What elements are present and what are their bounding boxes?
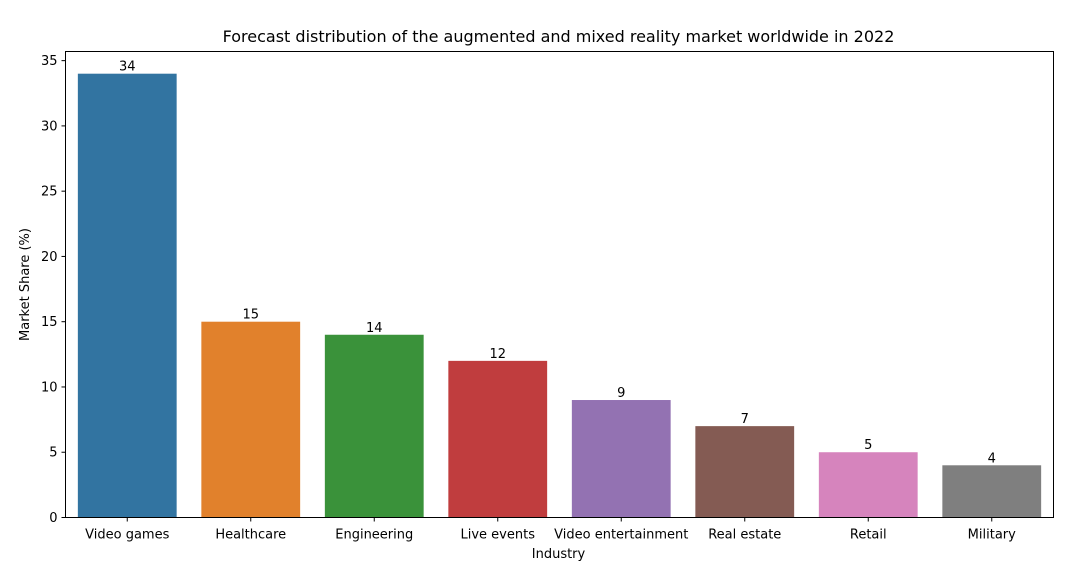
x-tick-label: Engineering [335, 528, 413, 543]
plot-area: 34 15 14 12 9 7 5 4 [77, 60, 1042, 518]
data-label: 7 [741, 412, 749, 427]
y-tick-label: 15 [41, 315, 58, 330]
y-tick-label: 30 [41, 119, 58, 134]
y-axis-label: Market Share (%) [18, 228, 33, 341]
y-tick-label: 5 [49, 446, 57, 461]
data-label: 12 [489, 347, 506, 362]
bar [324, 334, 424, 518]
plot-frame [65, 51, 1054, 518]
data-label: 4 [988, 451, 996, 466]
data-label: 14 [366, 321, 383, 336]
bar [448, 360, 548, 518]
y-tick-label: 0 [49, 511, 57, 526]
y-axis: 0 5 10 15 20 25 30 35 [41, 54, 66, 526]
x-tick-label: Military [968, 528, 1016, 543]
x-tick-label: Real estate [708, 528, 781, 543]
x-axis-label: Industry [532, 547, 586, 562]
bar [942, 465, 1042, 518]
bar [77, 73, 177, 518]
x-axis: Video games Healthcare Engineering Live eve… [85, 517, 1016, 543]
y-tick-label: 10 [41, 380, 58, 395]
x-tick-label: Healthcare [215, 528, 286, 543]
data-label: 5 [864, 438, 872, 453]
y-tick-label: 35 [41, 54, 58, 69]
bar [818, 452, 918, 518]
y-tick-label: 20 [41, 250, 58, 265]
bar [571, 400, 671, 518]
y-tick-label: 25 [41, 185, 58, 200]
x-tick-label: Video games [85, 528, 169, 543]
x-tick-label: Live events [461, 528, 536, 543]
chart-title: Forecast distribution of the augmented a… [223, 27, 895, 46]
bar [201, 321, 301, 518]
bar [695, 426, 795, 518]
x-tick-label: Video entertainment [554, 528, 688, 543]
x-tick-label: Retail [850, 528, 887, 543]
data-label: 15 [242, 308, 259, 323]
data-label: 34 [119, 60, 136, 75]
data-label: 9 [617, 386, 625, 401]
